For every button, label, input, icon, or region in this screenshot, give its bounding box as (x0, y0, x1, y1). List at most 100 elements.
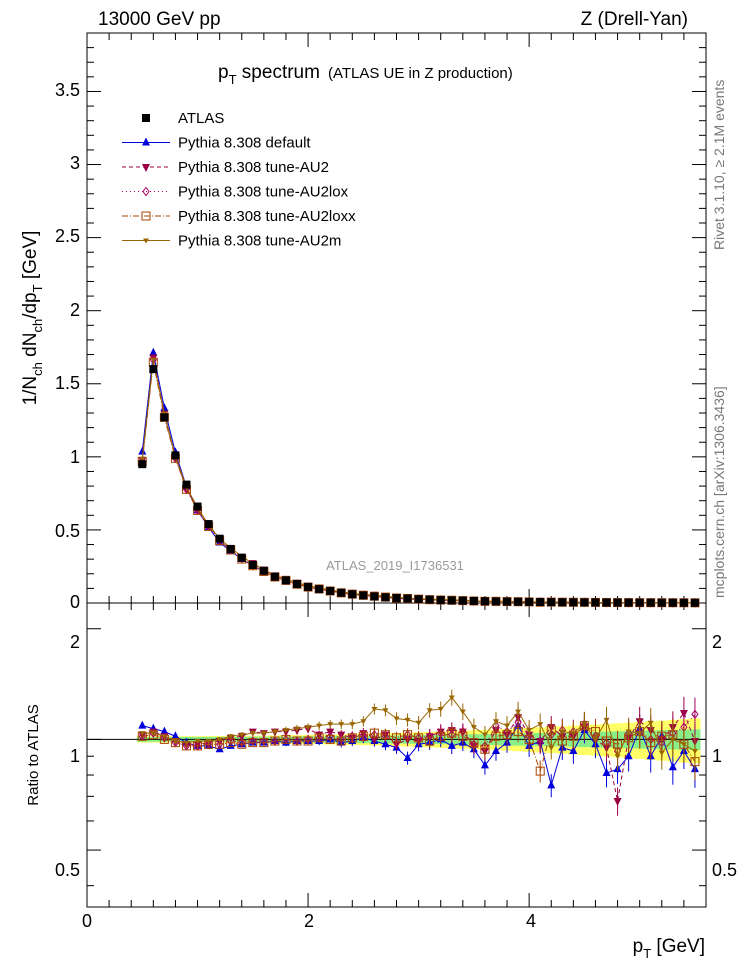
ratio-point (336, 736, 346, 746)
x-ticks (86, 33, 685, 907)
ratio-point (380, 730, 390, 740)
ratio-point (249, 731, 256, 737)
legend-label: ATLAS (178, 110, 224, 127)
ratio-point (139, 731, 146, 737)
ratio-point (325, 734, 335, 744)
reference-point (602, 598, 611, 607)
ratio-point (437, 706, 444, 712)
data-point (160, 403, 169, 412)
ratio-point (172, 739, 179, 745)
legend-label: Pythia 8.308 tune-AU2lox (178, 184, 349, 201)
reference-point (226, 544, 235, 553)
data-point (149, 347, 158, 356)
reference-point (403, 594, 412, 603)
reference-point (348, 590, 357, 599)
ratio-point (481, 732, 488, 738)
reference-point (679, 598, 688, 607)
ratio-tick-label: 1 (70, 746, 80, 766)
ratio-point (480, 744, 490, 754)
ratio-tick-label-right: 0.5 (712, 860, 737, 880)
reference-point (326, 587, 335, 596)
ratio-point (160, 732, 168, 743)
reference-point (558, 598, 567, 607)
ratio-point (282, 728, 289, 734)
reference-point (569, 598, 578, 607)
reference-point (436, 596, 445, 605)
ratio-point (447, 740, 456, 749)
reference-point (635, 598, 644, 607)
reference-point (270, 572, 279, 581)
ratio-point (625, 729, 632, 735)
ratio-point (668, 762, 677, 771)
ratio-point (347, 733, 357, 743)
ratio-point (426, 708, 433, 714)
reference-point (547, 598, 556, 607)
legend-label: Pythia 8.308 tune-AU2 (178, 159, 329, 176)
y-tick-label: 1.5 (55, 373, 80, 393)
ratio-point (548, 745, 555, 751)
mcplots-info: mcplots.cern.ch [arXiv:1306.3436] (711, 386, 727, 598)
y-tick-label: 3 (70, 153, 80, 173)
ratio-point (458, 731, 468, 741)
y-tick-label: 1 (70, 447, 80, 467)
reference-point (359, 591, 368, 600)
ratio-point (194, 739, 201, 745)
ratio-point (150, 731, 157, 737)
legend-marker (141, 211, 151, 221)
reference-point (304, 582, 313, 591)
ratio-point (647, 720, 654, 726)
reference-point (293, 580, 302, 588)
ratio-point (303, 736, 313, 746)
ratio-point (370, 736, 379, 745)
plot-title: pT spectrum (ATLAS UE in Z production) (218, 62, 513, 87)
ratio-point (691, 748, 698, 754)
ratio-point (403, 753, 412, 762)
y-tick-label: 2.5 (55, 226, 80, 246)
legend: ATLAS Pythia 8.308 default Pythia 8.308 tu… (122, 110, 356, 250)
x-tick-label: 2 (304, 911, 314, 931)
ratio-point (535, 766, 545, 776)
reference-point (491, 597, 500, 606)
ratio-point (371, 706, 378, 712)
reference-point (182, 480, 191, 489)
ratio-point (491, 731, 501, 741)
legend-marker (142, 114, 150, 122)
reference-point (690, 598, 699, 607)
ratio-point (447, 728, 457, 738)
reference-point (259, 566, 268, 575)
ratio-point (270, 736, 280, 746)
ratio-point (404, 717, 411, 723)
reference-point (646, 598, 655, 607)
reference-point (624, 598, 633, 607)
y-tick-label: 0 (70, 592, 80, 612)
reference-point (392, 594, 401, 603)
legend-marker (142, 137, 150, 146)
ratio-point (327, 722, 334, 728)
ratio-point (260, 731, 267, 737)
reference-point (580, 598, 589, 607)
ratio-point (469, 738, 479, 748)
reference-point (160, 413, 169, 422)
reference-point (237, 553, 246, 562)
legend-label: Pythia 8.308 tune-AU2loxx (178, 208, 356, 225)
data-point (150, 357, 157, 363)
rivet-info: Rivet 3.1.10, ≥ 2.1M events (711, 80, 727, 250)
ratio-point (536, 737, 544, 748)
reference-point (469, 596, 478, 605)
legend-marker (142, 164, 150, 172)
reference-point (315, 585, 324, 594)
reference-point (458, 596, 467, 605)
ratio-point (491, 745, 500, 754)
reference-point (281, 576, 290, 585)
reference-point (370, 592, 379, 601)
ratio-point (271, 729, 278, 735)
ratio-point (170, 738, 180, 748)
reference-point (381, 593, 390, 602)
reference-point (204, 520, 213, 529)
ratio-point (392, 733, 401, 743)
y-tick-label: 3.5 (55, 80, 80, 100)
ratio-point (613, 797, 622, 806)
ratio-y-axis: 0.5 1 2 0.5 1 2 (55, 628, 737, 887)
reference-point (525, 597, 534, 606)
ratio-data-layer (137, 689, 700, 816)
